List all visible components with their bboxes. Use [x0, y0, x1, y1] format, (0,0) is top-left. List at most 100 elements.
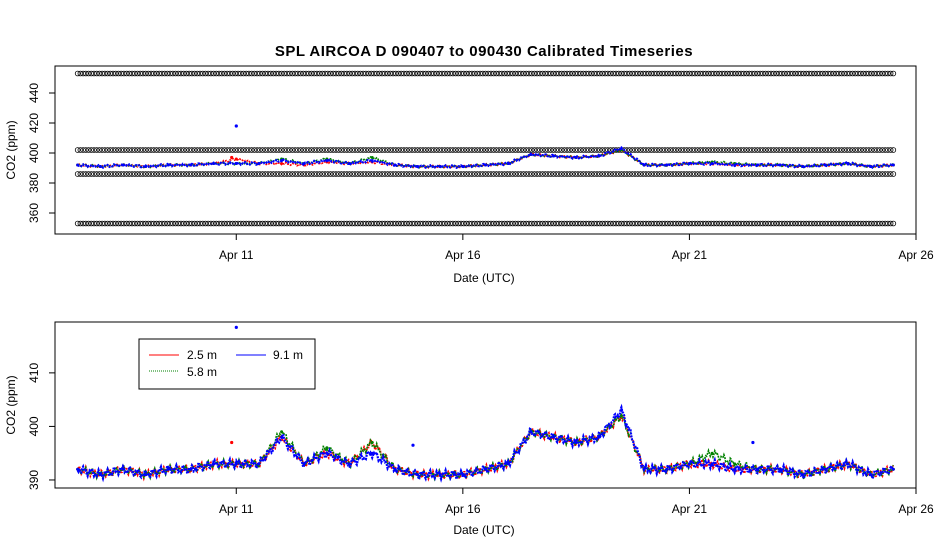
reference-point	[354, 171, 361, 177]
reference-point	[142, 171, 149, 177]
reference-point	[651, 220, 657, 227]
reference-point	[240, 220, 247, 227]
reference-point	[749, 70, 755, 77]
reference-point	[414, 70, 421, 77]
reference-point	[352, 147, 358, 153]
reference-point	[558, 70, 565, 77]
reference-point	[170, 171, 176, 177]
reference-point	[808, 171, 815, 177]
reference-point	[822, 171, 829, 177]
reference-point	[142, 220, 149, 227]
reference-point	[308, 171, 315, 177]
reference-point	[319, 220, 326, 227]
reference-point	[270, 171, 277, 177]
reference-point	[376, 171, 383, 177]
reference-point	[99, 70, 105, 77]
reference-point	[441, 171, 448, 177]
reference-point	[678, 70, 685, 77]
reference-point	[104, 171, 111, 177]
bottom-data-point	[710, 451, 714, 455]
reference-point	[123, 147, 130, 153]
reference-point	[102, 220, 108, 227]
reference-point	[335, 147, 342, 153]
reference-point	[719, 70, 725, 77]
reference-point	[140, 70, 146, 77]
reference-point	[694, 220, 701, 227]
reference-point	[199, 147, 206, 153]
reference-point	[618, 70, 625, 77]
reference-point	[806, 147, 812, 153]
reference-point	[276, 70, 282, 77]
reference-point	[77, 70, 84, 77]
reference-point	[849, 147, 856, 153]
reference-point	[523, 171, 530, 177]
reference-point	[392, 70, 399, 77]
reference-point	[673, 147, 679, 153]
top-data-point	[687, 162, 691, 165]
reference-point	[433, 171, 440, 177]
reference-point	[575, 147, 581, 153]
reference-point	[719, 220, 725, 227]
reference-point	[248, 220, 255, 227]
bottom-data-point	[529, 430, 533, 434]
reference-point	[806, 171, 812, 177]
top-data-point	[234, 157, 238, 161]
bottom-data-point	[121, 467, 125, 471]
reference-point	[860, 220, 867, 227]
reference-point	[373, 171, 380, 177]
reference-point	[422, 171, 429, 177]
reference-point	[575, 220, 581, 227]
top-y-tick-label: 380	[27, 173, 41, 193]
bottom-outlier-point	[230, 440, 234, 445]
top-data-point	[370, 159, 374, 162]
reference-point	[887, 171, 894, 177]
reference-point	[221, 70, 228, 77]
reference-point	[300, 147, 307, 153]
reference-point	[740, 147, 747, 153]
reference-point	[860, 70, 867, 77]
reference-point	[743, 147, 750, 153]
reference-point	[852, 147, 859, 153]
reference-point	[474, 147, 481, 153]
reference-point	[267, 220, 274, 227]
reference-point	[178, 171, 184, 177]
reference-point	[602, 171, 608, 177]
reference-point	[561, 147, 568, 153]
reference-point	[575, 171, 581, 177]
reference-point	[474, 171, 481, 177]
reference-point	[496, 171, 502, 177]
reference-point	[447, 147, 453, 153]
reference-point	[591, 220, 598, 227]
reference-point	[757, 147, 763, 153]
reference-point	[346, 147, 353, 153]
reference-point	[607, 171, 614, 177]
reference-row	[74, 70, 897, 77]
reference-point	[542, 220, 549, 227]
reference-point	[849, 171, 856, 177]
reference-point	[273, 70, 279, 77]
reference-point	[186, 171, 192, 177]
reference-point	[170, 220, 176, 227]
reference-point	[550, 171, 557, 177]
top-data-point	[642, 163, 646, 167]
reference-point	[265, 147, 271, 153]
reference-point	[460, 220, 467, 227]
reference-point	[811, 220, 818, 227]
reference-point	[496, 147, 502, 153]
reference-point	[322, 171, 328, 177]
reference-point	[605, 171, 611, 177]
reference-point	[371, 147, 377, 153]
reference-point	[409, 220, 415, 227]
reference-point	[382, 70, 388, 77]
bottom-data-point	[597, 435, 601, 439]
reference-point	[401, 171, 407, 177]
reference-point	[803, 70, 810, 77]
reference-point	[216, 147, 222, 153]
bottom-data-point	[687, 462, 691, 466]
reference-point	[414, 147, 421, 153]
reference-point	[83, 171, 89, 177]
legend-label-5-8m: 5.8 m	[187, 365, 217, 379]
reference-point	[844, 70, 850, 77]
reference-point	[450, 220, 456, 227]
